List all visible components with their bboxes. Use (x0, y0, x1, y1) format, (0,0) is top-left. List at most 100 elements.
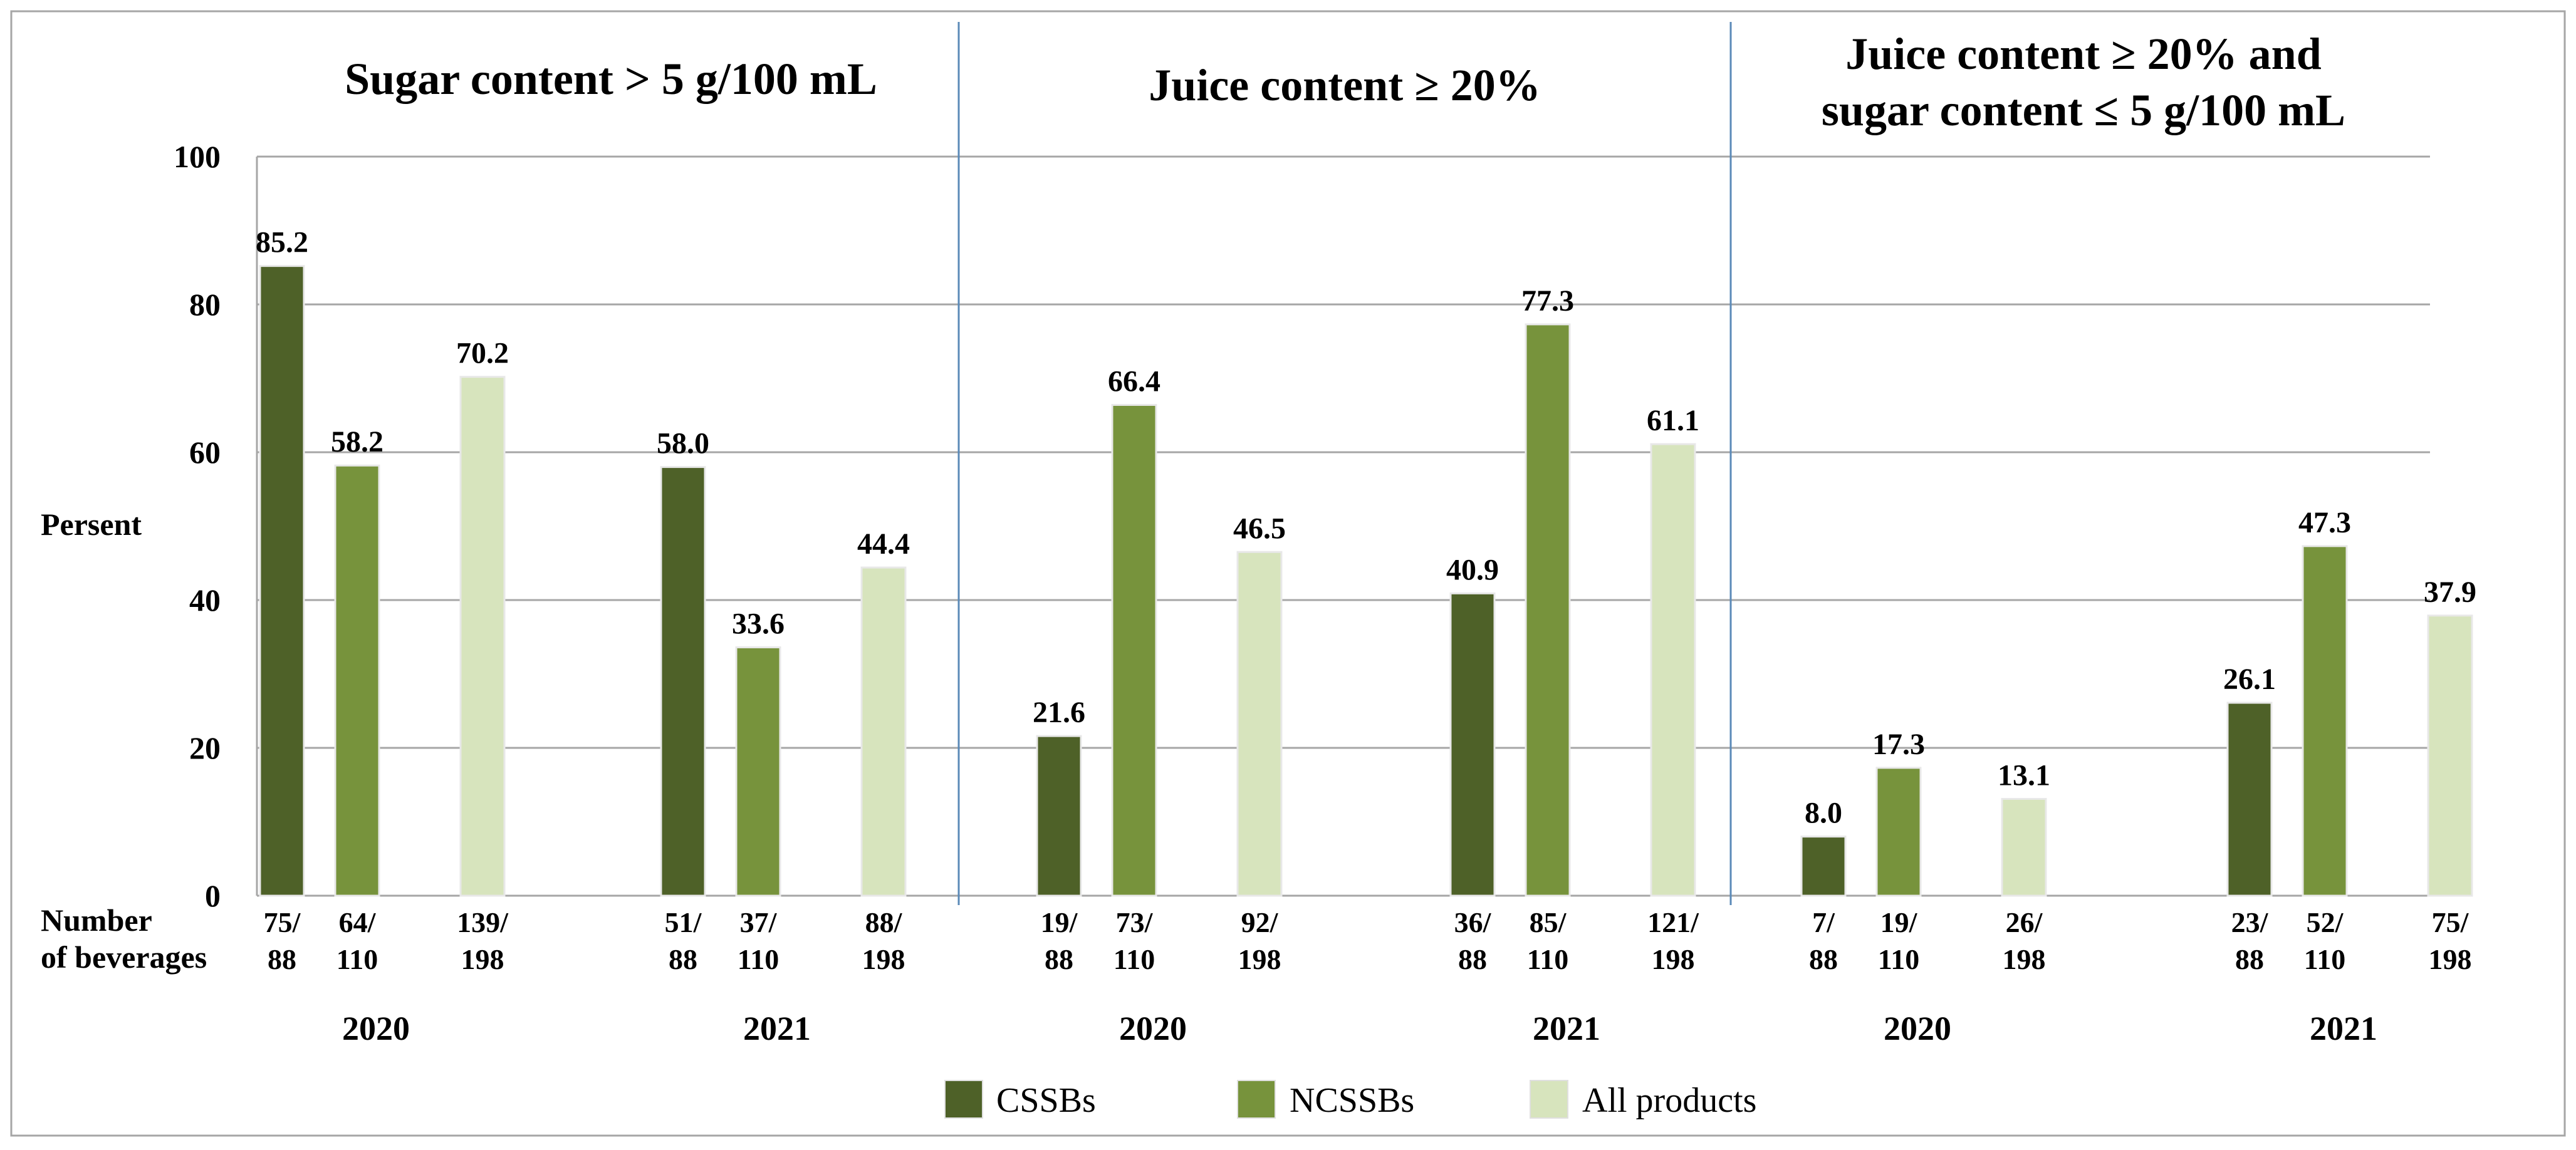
year-label-2020: 2020 (342, 1010, 410, 1047)
count-label-denominator: 198 (1652, 943, 1695, 975)
y-tick-label: 0 (205, 878, 221, 913)
bar-p1-2021-cssbs (660, 466, 706, 897)
y-axis-label: Persent (41, 507, 142, 542)
count-label-numerator: 73/ (1116, 906, 1154, 938)
data-label: 77.3 (1521, 284, 1574, 318)
count-label-numerator: 139/ (457, 906, 509, 938)
count-label-numerator: 85/ (1530, 906, 1567, 938)
count-label-denominator: 198 (461, 943, 504, 975)
count-label-numerator: 88/ (865, 906, 903, 938)
count-label-numerator: 75/ (264, 906, 301, 938)
data-label: 8.0 (1805, 797, 1842, 830)
count-label-denominator: 110 (1878, 943, 1919, 975)
y-tick-label: 80 (189, 287, 221, 322)
bar-p3-2021-all-products (2427, 614, 2473, 897)
count-label-numerator: 121/ (1647, 906, 1699, 938)
bar-p2-2021-all-products (1650, 443, 1696, 897)
bar-p3-2020-all-products (2001, 797, 2047, 897)
count-label-numerator: 19/ (1880, 906, 1918, 938)
data-label: 47.3 (2298, 506, 2351, 539)
count-label-denominator: 88 (2235, 943, 2264, 975)
legend-swatch-ncssbs (1237, 1080, 1276, 1119)
bar-p2-2020-all-products (1236, 551, 1283, 897)
data-label: 37.9 (2424, 576, 2476, 609)
count-label-numerator: 7/ (1812, 906, 1835, 938)
data-label: 58.2 (331, 425, 383, 458)
count-label-numerator: 36/ (1454, 906, 1492, 938)
count-label-denominator: 88 (1809, 943, 1838, 975)
data-label: 17.3 (1872, 728, 1925, 761)
data-label: 40.9 (1446, 553, 1499, 586)
bar-p3-2021-cssbs (2226, 702, 2273, 897)
data-label: 21.6 (1033, 696, 1085, 729)
data-label: 85.2 (256, 226, 308, 259)
count-label-denominator: 110 (336, 943, 378, 975)
data-label: 66.4 (1108, 365, 1160, 398)
year-label-2020: 2020 (1119, 1010, 1187, 1047)
count-label-numerator: 75/ (2432, 906, 2469, 938)
bar-p1-2020-all-products (459, 376, 506, 897)
bar-p1-2020-cssbs (259, 265, 305, 897)
y-tick-label: 40 (189, 583, 221, 618)
data-label: 61.1 (1647, 404, 1699, 437)
bar-p1-2021-ncssbs (735, 646, 781, 897)
y-tick-label: 60 (189, 435, 221, 470)
data-label: 44.4 (857, 527, 910, 561)
panel-3-title-line-2: sugar content ≤ 5 g/100 mL (1822, 85, 2345, 135)
x-label-of-beverages: of beverages (41, 940, 207, 975)
bar-p1-2021-all-products (860, 566, 907, 897)
bar-p3-2020-ncssbs (1875, 767, 1922, 897)
data-label: 13.1 (1998, 759, 2050, 792)
year-label-2021: 2021 (743, 1010, 811, 1047)
count-label-denominator: 198 (2429, 943, 2472, 975)
count-label-denominator: 110 (1527, 943, 1568, 975)
count-label-numerator: 51/ (665, 906, 702, 938)
count-label-denominator: 198 (2003, 943, 2046, 975)
count-label-numerator: 19/ (1041, 906, 1078, 938)
count-label-denominator: 198 (1238, 943, 1281, 975)
year-label-2021: 2021 (2310, 1010, 2377, 1047)
data-label: 58.0 (657, 427, 709, 460)
count-label-numerator: 37/ (740, 906, 778, 938)
count-label-numerator: 23/ (2231, 906, 2269, 938)
bar-p2-2021-ncssbs (1525, 323, 1571, 897)
year-label-2020: 2020 (1884, 1010, 1951, 1047)
count-label-denominator: 110 (2304, 943, 2345, 975)
x-label-number: Number (41, 903, 152, 938)
year-label-2021: 2021 (1533, 1010, 1600, 1047)
count-label-numerator: 52/ (2307, 906, 2344, 938)
bar-p2-2020-cssbs (1036, 735, 1082, 897)
legend-swatch-all-products (1530, 1080, 1568, 1119)
data-label: 33.6 (732, 608, 785, 641)
chart-frame (10, 10, 2566, 1137)
legend-label-all-products: All products (1582, 1081, 1756, 1120)
y-tick-label: 20 (189, 730, 221, 765)
legend-label-cssbs: CSSBs (996, 1081, 1096, 1120)
panel-2-title-line-1: Juice content ≥ 20% (1149, 60, 1540, 110)
count-label-denominator: 110 (738, 943, 779, 975)
legend-label-ncssbs: NCSSBs (1290, 1081, 1414, 1120)
panel-1-title-line-1: Sugar content > 5 g/100 mL (345, 54, 877, 104)
y-tick-label: 100 (174, 139, 221, 174)
bar-p1-2020-ncssbs (334, 464, 380, 897)
bar-p3-2021-ncssbs (2302, 545, 2348, 897)
data-label: 70.2 (456, 337, 509, 370)
bar-p2-2021-cssbs (1449, 592, 1496, 897)
count-label-numerator: 92/ (1241, 906, 1279, 938)
legend-swatch-cssbs (944, 1080, 983, 1119)
panel-3-title-line-1: Juice content ≥ 20% and (1845, 29, 2322, 79)
count-label-denominator: 88 (669, 943, 697, 975)
count-label-numerator: 26/ (2006, 906, 2043, 938)
data-label: 26.1 (2223, 663, 2276, 696)
count-label-denominator: 88 (268, 943, 296, 975)
data-label: 46.5 (1233, 512, 1286, 545)
count-label-denominator: 88 (1045, 943, 1073, 975)
count-label-denominator: 198 (862, 943, 905, 975)
count-label-denominator: 88 (1458, 943, 1487, 975)
count-label-numerator: 64/ (339, 906, 377, 938)
bar-p3-2020-cssbs (1800, 836, 1847, 897)
count-label-denominator: 110 (1113, 943, 1155, 975)
bar-p2-2020-ncssbs (1111, 403, 1157, 897)
